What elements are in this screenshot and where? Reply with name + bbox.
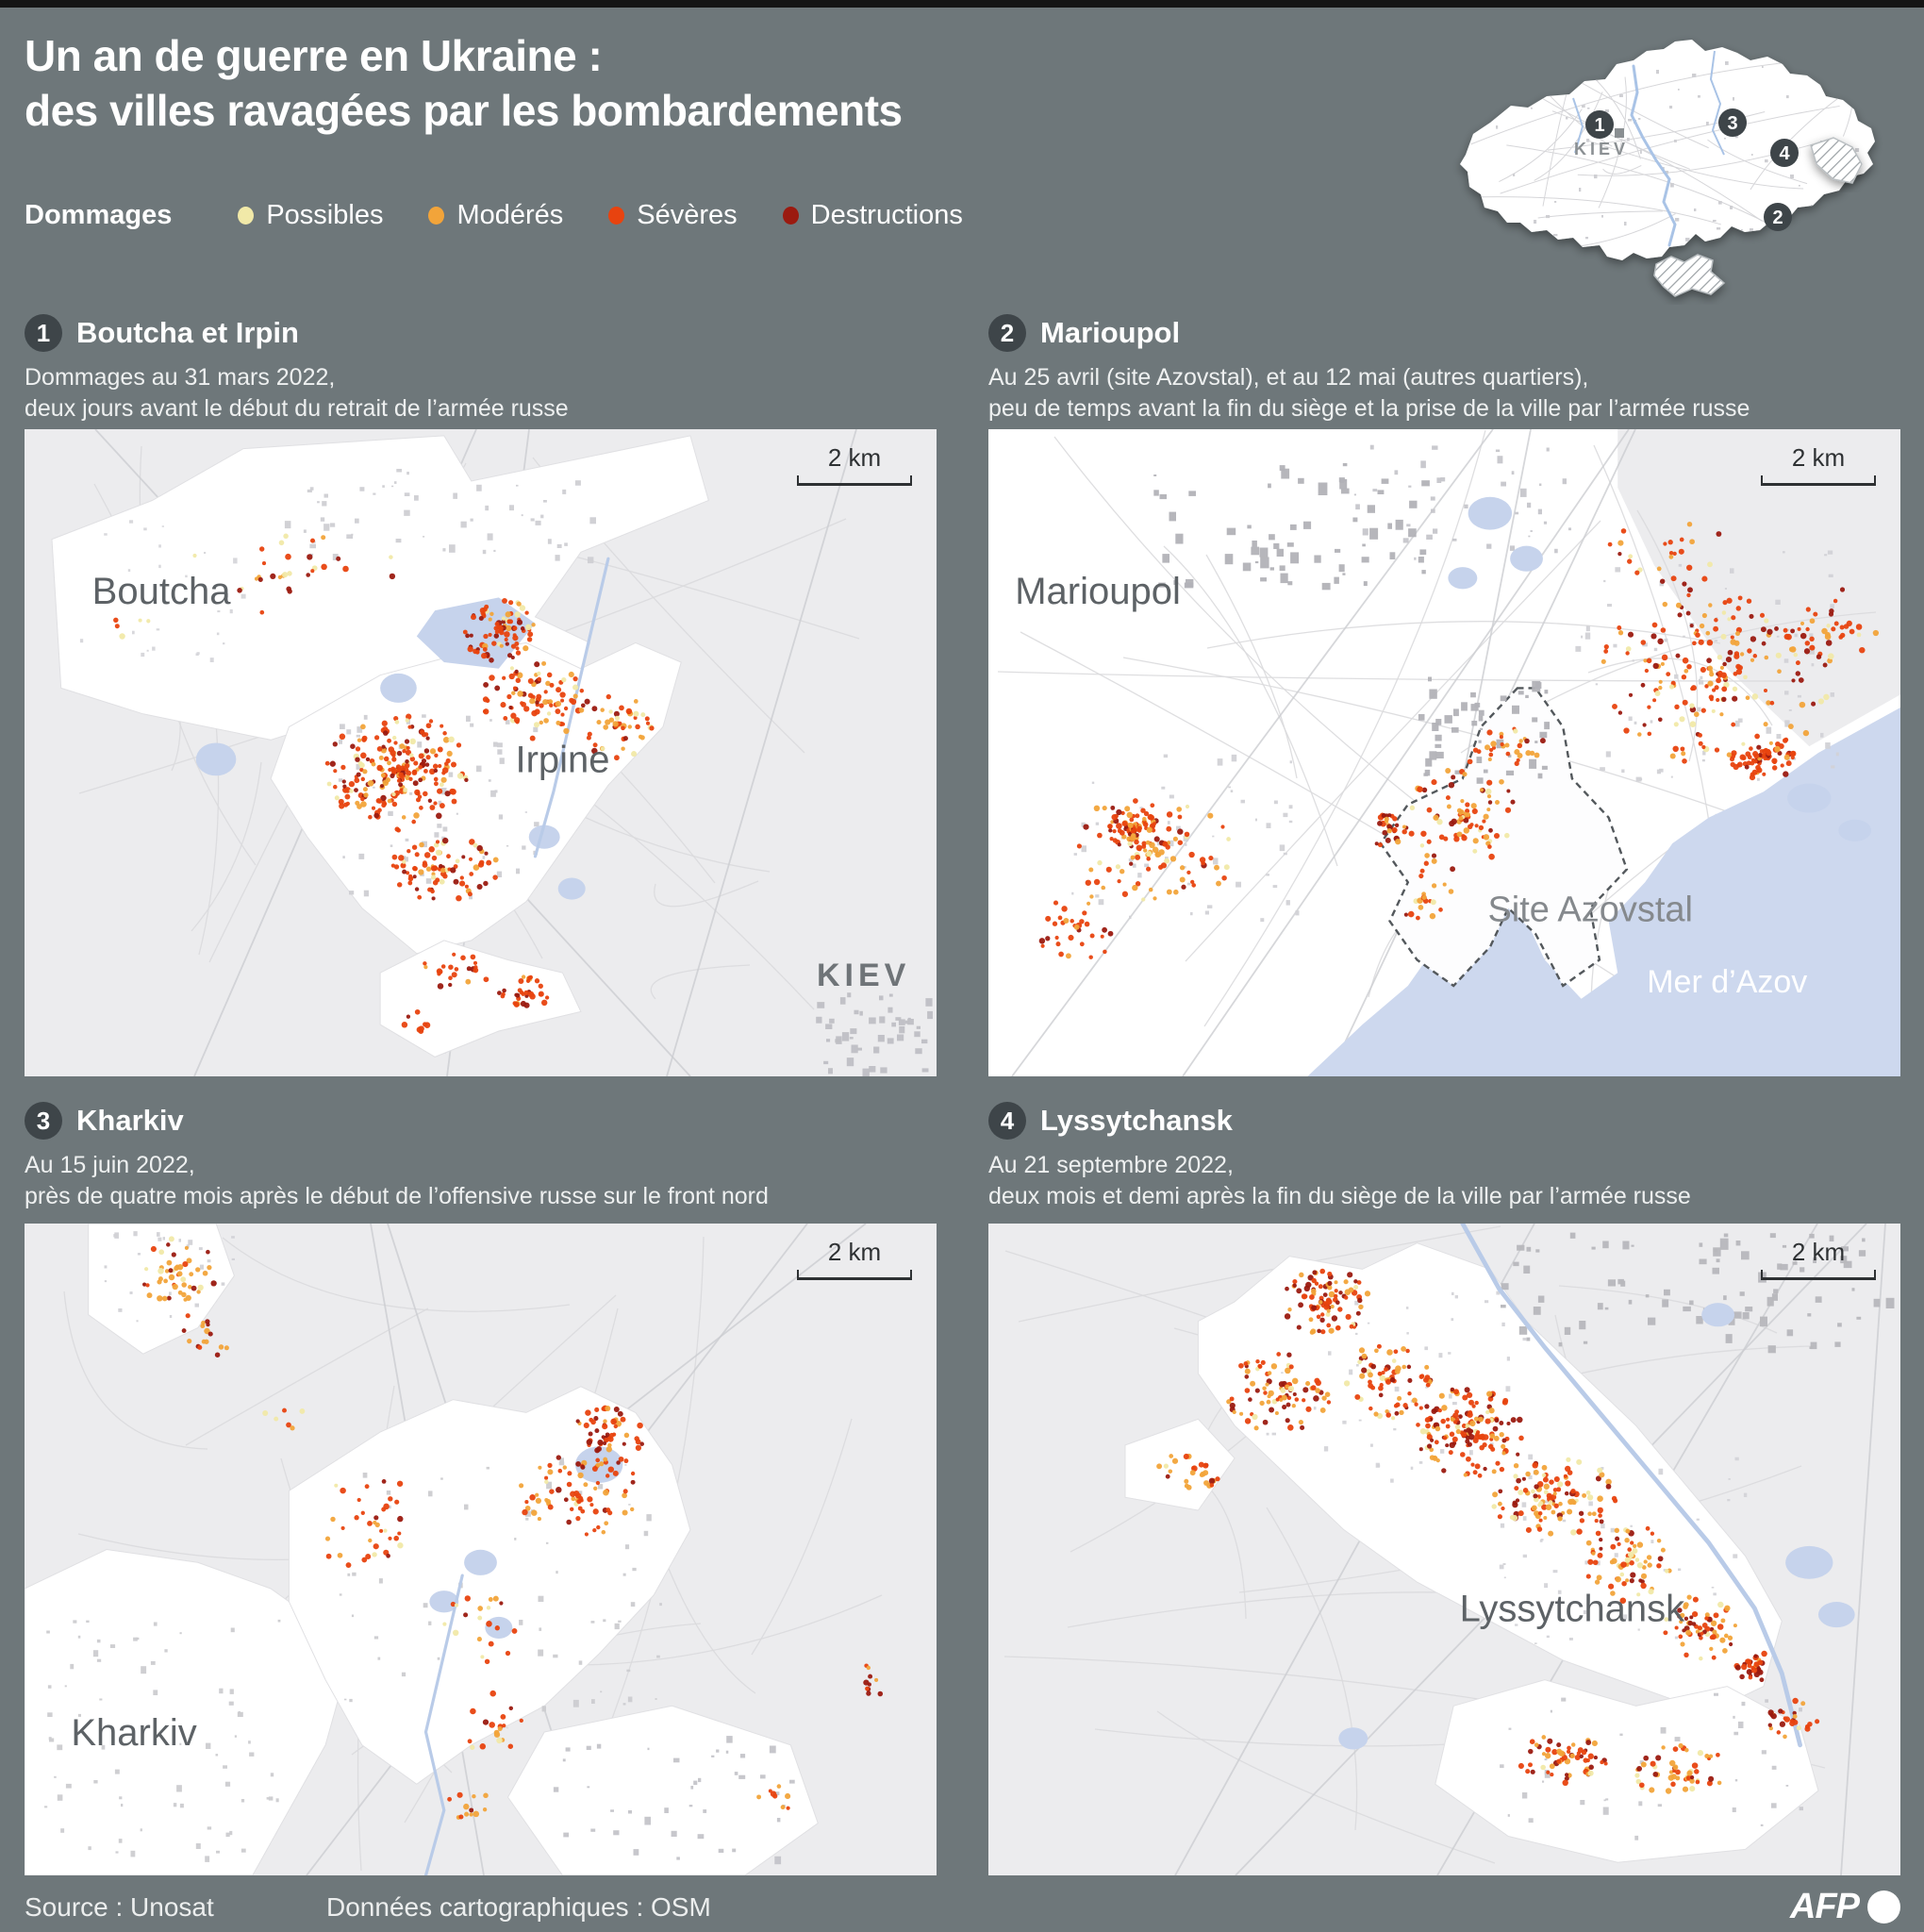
legend-item-label: Possibles: [266, 200, 384, 230]
panel-subtitle-line2: deux jours avant le début du retrait de …: [25, 395, 569, 422]
panel-subtitle-line1: Au 21 septembre 2022,: [988, 1152, 1234, 1178]
panel-subtitle: Au 15 juin 2022, près de quatre mois apr…: [25, 1150, 958, 1212]
panel-title: Lyssytchansk: [1040, 1104, 1233, 1137]
scale-label: 2 km: [1791, 443, 1846, 472]
map-boutcha-irpin: Boutcha Irpine KIEV 2 km: [25, 429, 937, 1076]
map-canvas-lyssytchansk: Lyssytchansk: [988, 1224, 1900, 1875]
panel-boutcha-irpin-header: 1 Boutcha et Irpin Dommages au 31 mars 2…: [25, 314, 958, 425]
afp-logo-text: AFP: [1790, 1887, 1860, 1926]
scale-label: 2 km: [1791, 1238, 1846, 1266]
ukraine-overview-map: KIEV 1 3 4 2: [1432, 13, 1905, 313]
panel-subtitle: Dommages au 31 mars 2022, deux jours ava…: [25, 362, 958, 425]
legend-title: Dommages: [25, 200, 173, 230]
panel-number-badge: 1: [25, 314, 62, 352]
moderes-dot-icon: [428, 207, 445, 225]
scale-bar-line: [797, 475, 912, 486]
destructions-dot-icon: [782, 207, 799, 225]
panel-kharkiv-header: 3 Kharkiv Au 15 juin 2022, près de quatr…: [25, 1102, 958, 1212]
panel-subtitle: Au 21 septembre 2022, deux mois et demi …: [988, 1150, 1922, 1212]
svg-text:Mer d’Azov: Mer d’Azov: [1647, 964, 1807, 1000]
panel-number-badge: 4: [988, 1102, 1026, 1140]
legend-item-label: Destructions: [810, 200, 963, 230]
scale-bar-line: [797, 1270, 912, 1280]
svg-text:Kharkiv: Kharkiv: [71, 1712, 196, 1754]
scale-bar: 2 km: [1761, 1239, 1876, 1280]
panel-marioupol-header: 2 Marioupol Au 25 avril (site Azovstal),…: [988, 314, 1922, 425]
svg-text:Site Azovstal: Site Azovstal: [1487, 890, 1693, 929]
map-canvas-marioupol: Marioupol Site Azovstal Mer d’Azov: [988, 429, 1900, 1076]
panel-title: Marioupol: [1040, 316, 1181, 349]
map-marioupol: Marioupol Site Azovstal Mer d’Azov 2 km: [988, 429, 1900, 1076]
title-line-2: des villes ravagées par les bombardement…: [25, 86, 903, 135]
scale-bar-line: [1761, 1270, 1876, 1280]
panel-subtitle: Au 25 avril (site Azovstal), et au 12 ma…: [988, 362, 1922, 425]
title-line-1: Un an de guerre en Ukraine :: [25, 31, 603, 80]
scale-bar: 2 km: [797, 1239, 912, 1280]
scale-label: 2 km: [827, 1238, 882, 1266]
ukraine-map-canvas: KIEV 1 3 4 2: [1460, 40, 1875, 297]
svg-text:KIEV: KIEV: [817, 958, 910, 993]
svg-text:KIEV: KIEV: [1574, 140, 1629, 158]
afp-logo-circle-icon: [1867, 1890, 1900, 1924]
panel-subtitle-line1: Au 15 juin 2022,: [25, 1152, 195, 1178]
legend-item-label: Sévères: [637, 200, 738, 230]
map-canvas-kharkiv: Kharkiv: [25, 1224, 937, 1875]
top-bar: [0, 0, 1924, 8]
panel-subtitle-line2: près de quatre mois après le début de l’…: [25, 1183, 769, 1209]
map-lyssytchansk: Lyssytchansk 2 km: [988, 1224, 1900, 1875]
damage-legend: Dommages Possibles Modérés Sévères Destr…: [25, 200, 1008, 231]
svg-text:1: 1: [1594, 115, 1604, 136]
legend-item-destructions: Destructions: [782, 200, 963, 231]
scale-bar-line: [1761, 475, 1876, 486]
scale-label: 2 km: [827, 443, 882, 472]
svg-text:Marioupol: Marioupol: [1015, 571, 1181, 612]
scale-bar: 2 km: [797, 444, 912, 486]
svg-text:Lyssytchansk: Lyssytchansk: [1460, 1589, 1686, 1630]
page-title: Un an de guerre en Ukraine : des villes …: [25, 28, 903, 138]
svg-text:Irpine: Irpine: [515, 740, 609, 781]
possibles-dot-icon: [238, 207, 255, 225]
svg-text:3: 3: [1727, 113, 1737, 134]
panel-title: Kharkiv: [76, 1104, 184, 1137]
svg-text:Boutcha: Boutcha: [92, 571, 232, 612]
panel-subtitle-line2: peu de temps avant la fin du siège et la…: [988, 395, 1750, 422]
legend-item-possibles: Possibles: [238, 200, 383, 231]
panel-subtitle-line1: Dommages au 31 mars 2022,: [25, 364, 336, 391]
footer-source: Source : Unosat: [25, 1892, 214, 1922]
panel-number-badge: 3: [25, 1102, 62, 1140]
map-canvas-boutcha-irpin: Boutcha Irpine KIEV: [25, 429, 937, 1076]
footer-cartography: Données cartographiques : OSM: [326, 1892, 711, 1922]
panel-subtitle-line1: Au 25 avril (site Azovstal), et au 12 ma…: [988, 364, 1589, 391]
legend-item-severes: Sévères: [608, 200, 738, 231]
panel-number-badge: 2: [988, 314, 1026, 352]
svg-text:4: 4: [1779, 143, 1790, 164]
legend-item-label: Modérés: [456, 200, 564, 230]
panel-lyssytchansk-header: 4 Lyssytchansk Au 21 septembre 2022, deu…: [988, 1102, 1922, 1212]
severes-dot-icon: [608, 207, 625, 225]
panel-subtitle-line2: deux mois et demi après la fin du siège …: [988, 1183, 1691, 1209]
panel-title: Boutcha et Irpin: [76, 316, 299, 349]
legend-item-moderes: Modérés: [428, 200, 563, 231]
map-kharkiv: Kharkiv 2 km: [25, 1224, 937, 1875]
afp-logo: AFP: [1790, 1887, 1900, 1927]
svg-text:2: 2: [1772, 208, 1783, 228]
scale-bar: 2 km: [1761, 444, 1876, 486]
